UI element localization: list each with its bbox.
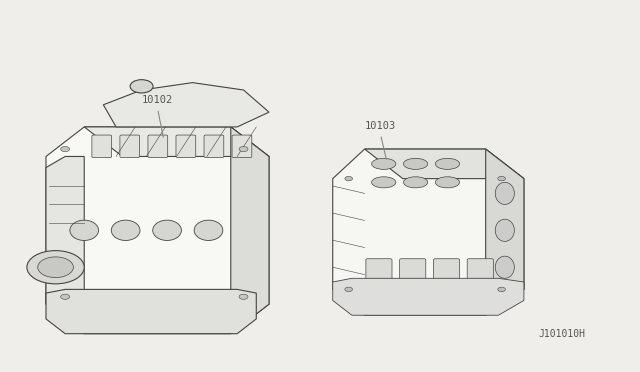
- Polygon shape: [84, 127, 269, 157]
- Polygon shape: [103, 83, 269, 127]
- Ellipse shape: [372, 177, 396, 188]
- FancyBboxPatch shape: [232, 135, 252, 158]
- Text: J101010H: J101010H: [539, 329, 586, 339]
- Ellipse shape: [153, 220, 181, 240]
- FancyBboxPatch shape: [92, 135, 111, 158]
- Circle shape: [239, 147, 248, 152]
- Ellipse shape: [111, 220, 140, 240]
- Ellipse shape: [435, 158, 460, 169]
- Polygon shape: [333, 278, 524, 315]
- Polygon shape: [365, 149, 524, 179]
- FancyBboxPatch shape: [399, 259, 426, 291]
- Circle shape: [498, 176, 506, 181]
- FancyBboxPatch shape: [433, 259, 460, 291]
- Circle shape: [61, 147, 70, 152]
- Circle shape: [38, 257, 74, 278]
- Ellipse shape: [435, 177, 460, 188]
- Ellipse shape: [495, 256, 515, 278]
- Polygon shape: [231, 127, 269, 334]
- Polygon shape: [46, 127, 269, 334]
- Circle shape: [61, 294, 70, 299]
- Circle shape: [345, 287, 353, 292]
- FancyBboxPatch shape: [366, 259, 392, 291]
- Ellipse shape: [403, 158, 428, 169]
- Circle shape: [27, 251, 84, 284]
- FancyBboxPatch shape: [148, 135, 168, 158]
- FancyBboxPatch shape: [204, 135, 224, 158]
- FancyBboxPatch shape: [467, 259, 493, 291]
- Circle shape: [239, 294, 248, 299]
- Ellipse shape: [495, 182, 515, 205]
- Circle shape: [498, 287, 506, 292]
- FancyBboxPatch shape: [120, 135, 140, 158]
- FancyBboxPatch shape: [176, 135, 196, 158]
- Ellipse shape: [70, 220, 99, 240]
- Text: 10102: 10102: [142, 95, 173, 105]
- Ellipse shape: [495, 219, 515, 241]
- Ellipse shape: [403, 177, 428, 188]
- Polygon shape: [46, 289, 256, 334]
- Polygon shape: [46, 157, 84, 311]
- Ellipse shape: [194, 220, 223, 240]
- Polygon shape: [333, 149, 524, 315]
- Ellipse shape: [372, 158, 396, 169]
- Circle shape: [345, 176, 353, 181]
- Circle shape: [130, 80, 153, 93]
- Text: 10103: 10103: [365, 121, 396, 131]
- Polygon shape: [486, 149, 524, 315]
